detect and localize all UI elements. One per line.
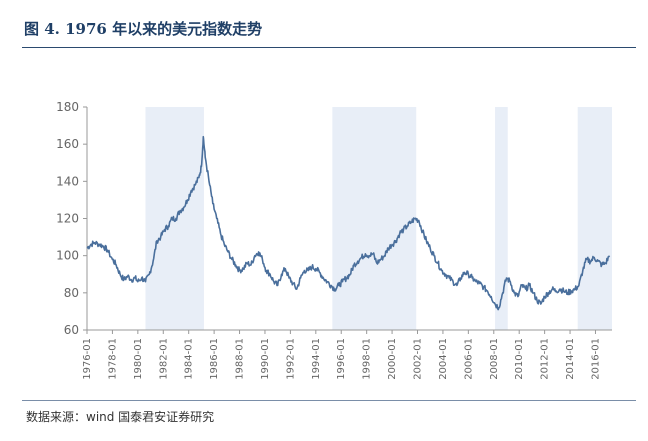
y-tick-label-160: 160 — [56, 137, 79, 151]
x-tick-label-2002: 2002-01 — [413, 338, 424, 380]
y-tick-label-180: 180 — [56, 100, 79, 114]
x-tick-label-2000: 2000-01 — [387, 338, 398, 380]
figure-title: 图 4. 1976 年以来的美元指数走势 — [24, 20, 263, 38]
shade-band-0 — [145, 107, 204, 330]
shaded-periods — [145, 107, 612, 330]
source-rule — [22, 400, 636, 401]
x-tick-label-1990: 1990-01 — [260, 338, 271, 380]
line-chart: 60 80 100 120 140 160 180 1976-01 1978-01 1980-0… — [56, 100, 612, 380]
series-line-0 — [86, 135, 611, 311]
x-tick-label-2006: 2006-01 — [463, 338, 474, 380]
x-tick-label-1976: 1976-01 — [82, 338, 93, 380]
x-tick-label-1978: 1978-01 — [107, 338, 118, 380]
x-tick-label-2010: 2010-01 — [514, 338, 525, 380]
x-tick-label-1980: 1980-01 — [133, 338, 144, 380]
x-tick-label-2008: 2008-01 — [489, 338, 500, 380]
x-tick-label-1998: 1998-01 — [362, 338, 373, 380]
title-rule — [22, 47, 636, 48]
source-note: 数据来源：wind 国泰君安证券研究 — [26, 410, 215, 424]
shade-band-3 — [577, 107, 612, 330]
x-tick-label-1994: 1994-01 — [311, 338, 322, 380]
x-tick-label-1982: 1982-01 — [158, 338, 169, 380]
y-tick-label-120: 120 — [56, 212, 79, 226]
x-tick-label-2004: 2004-01 — [438, 338, 449, 380]
x-tick-label-1986: 1986-01 — [209, 338, 220, 380]
y-axis: 60 80 100 120 140 160 180 — [56, 100, 88, 337]
y-tick-label-80: 80 — [64, 286, 79, 300]
x-tick-label-1996: 1996-01 — [336, 338, 347, 380]
shade-band-1 — [332, 107, 417, 330]
shade-band-2 — [495, 107, 508, 330]
x-tick-label-1984: 1984-01 — [184, 338, 195, 380]
y-tick-label-100: 100 — [56, 249, 79, 263]
x-axis: 1976-01 1978-01 1980-01 1982-01 1984-01 1986-… — [82, 329, 612, 380]
x-tick-label-1992: 1992-01 — [285, 338, 296, 380]
x-tick-label-2014: 2014-01 — [565, 338, 576, 380]
x-tick-label-1988: 1988-01 — [235, 338, 246, 380]
y-tick-label-60: 60 — [64, 323, 79, 337]
x-tick-label-2016: 2016-01 — [590, 338, 601, 380]
x-tick-label-2012: 2012-01 — [540, 338, 551, 380]
y-tick-label-140: 140 — [56, 174, 79, 188]
series-lines — [86, 135, 611, 311]
